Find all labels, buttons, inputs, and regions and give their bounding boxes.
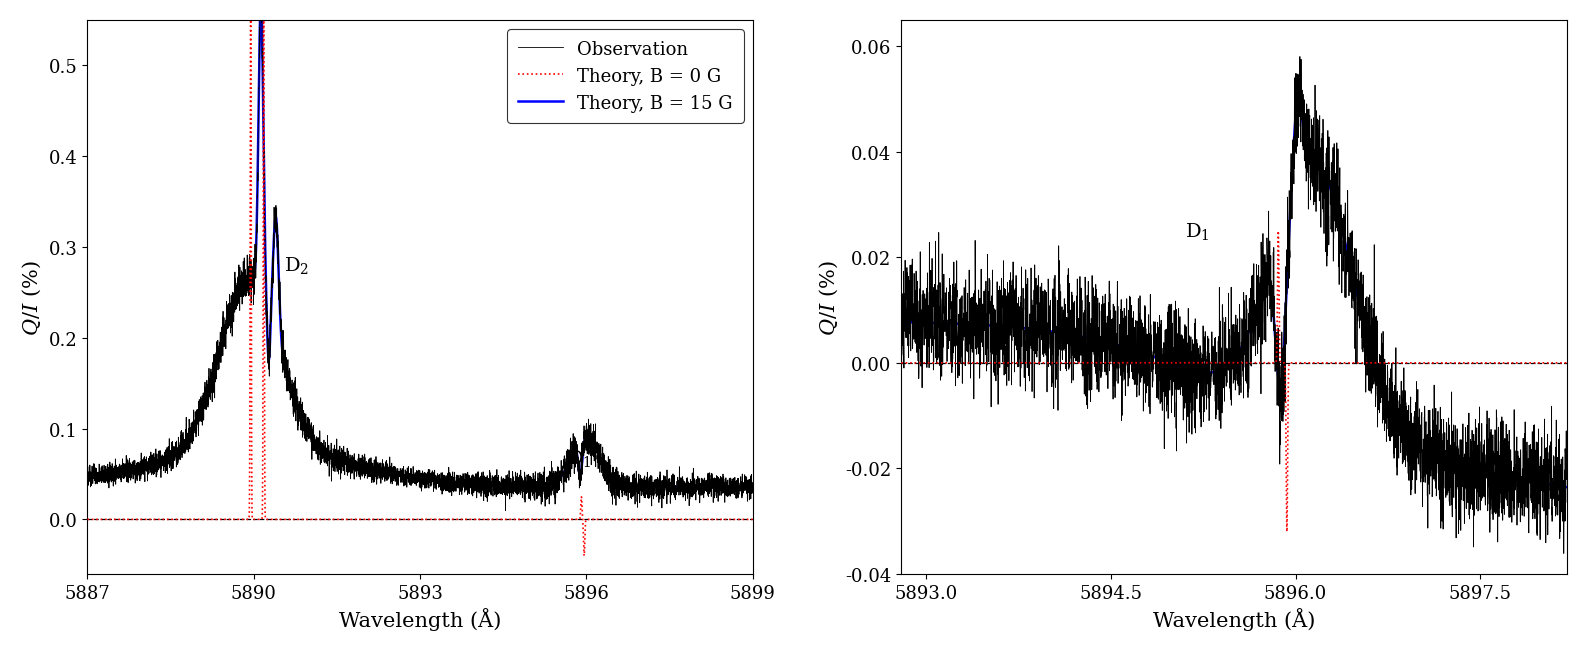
- Theory, B = 15 G: [743, 483, 762, 491]
- Theory, B = 15 G: [376, 469, 395, 477]
- Theory, B = 15 G: [78, 474, 97, 482]
- Theory, B = 15 G: [236, 277, 256, 284]
- Observation: [78, 479, 97, 487]
- Observation: [743, 488, 762, 495]
- Y-axis label: $Q/I$ (%): $Q/I$ (%): [817, 260, 840, 335]
- Y-axis label: $Q/I$ (%): $Q/I$ (%): [21, 260, 43, 335]
- Theory, B = 15 G: [232, 281, 251, 288]
- Observation: [738, 497, 757, 505]
- Theory, B = 0 G: [376, 516, 395, 523]
- Text: $\mathrm{D_2}$: $\mathrm{D_2}$: [284, 255, 309, 275]
- Theory, B = 0 G: [574, 552, 594, 560]
- Theory, B = 0 G: [743, 516, 762, 523]
- Text: $\mathrm{D_1}$: $\mathrm{D_1}$: [1184, 221, 1209, 242]
- Theory, B = 0 G: [236, 516, 256, 523]
- Theory, B = 15 G: [251, 0, 270, 4]
- Line: Observation: Observation: [87, 0, 752, 510]
- Observation: [240, 283, 259, 291]
- Observation: [232, 278, 251, 286]
- Theory, B = 15 G: [738, 483, 757, 491]
- Observation: [495, 506, 514, 514]
- Observation: [329, 458, 348, 465]
- Line: Theory, B = 15 G: Theory, B = 15 G: [87, 0, 752, 487]
- Observation: [236, 273, 256, 281]
- X-axis label: Wavelength (Å): Wavelength (Å): [338, 607, 501, 630]
- Theory, B = 0 G: [232, 516, 251, 523]
- Observation: [376, 468, 395, 476]
- Theory, B = 0 G: [329, 516, 348, 523]
- Legend: Observation, Theory, B = 0 G, Theory, B = 15 G: Observation, Theory, B = 0 G, Theory, B …: [506, 30, 743, 124]
- Theory, B = 15 G: [329, 457, 348, 465]
- Theory, B = 15 G: [240, 275, 259, 283]
- Theory, B = 0 G: [78, 516, 97, 523]
- Theory, B = 0 G: [240, 516, 259, 523]
- X-axis label: Wavelength (Å): Wavelength (Å): [1152, 607, 1314, 630]
- Text: $\mathrm{D_1}$: $\mathrm{D_1}$: [567, 447, 592, 468]
- Line: Theory, B = 0 G: Theory, B = 0 G: [87, 0, 752, 556]
- Theory, B = 0 G: [738, 516, 757, 523]
